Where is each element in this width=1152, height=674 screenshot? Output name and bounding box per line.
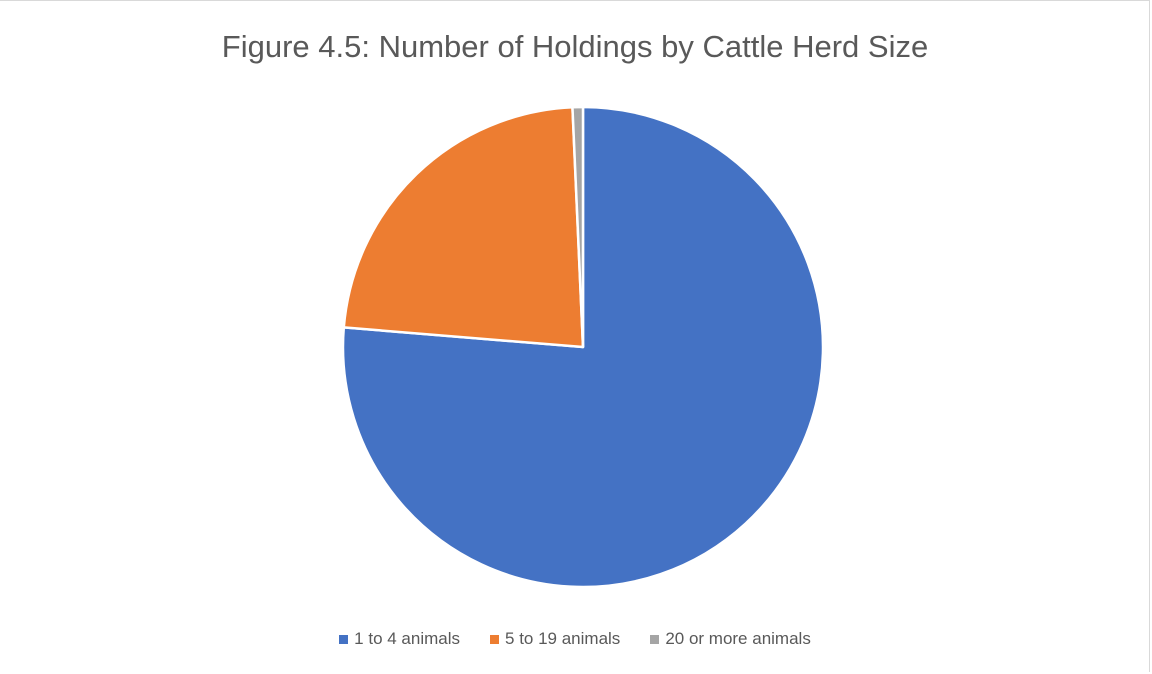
legend-swatch-5-to-19 (490, 634, 500, 644)
legend-swatch-1-to-4 (339, 634, 349, 644)
legend: 1 to 4 animals 5 to 19 animals 20 or mor… (0, 629, 1150, 649)
legend-item-20-plus: 20 or more animals (650, 629, 811, 649)
legend-swatch-20-plus (650, 634, 660, 644)
chart-title: Figure 4.5: Number of Holdings by Cattle… (221, 29, 929, 64)
legend-label-20-plus: 20 or more animals (665, 629, 811, 648)
pie-slice-5-to-19 (342, 105, 585, 349)
pie-slice-20-plus (571, 105, 585, 349)
legend-item-1-to-4: 1 to 4 animals (339, 629, 460, 649)
legend-label-1-to-4: 1 to 4 animals (354, 629, 461, 648)
legend-label-5-to-19: 5 to 19 animals (505, 629, 621, 648)
legend-item-5-to-19: 5 to 19 animals (490, 629, 620, 649)
